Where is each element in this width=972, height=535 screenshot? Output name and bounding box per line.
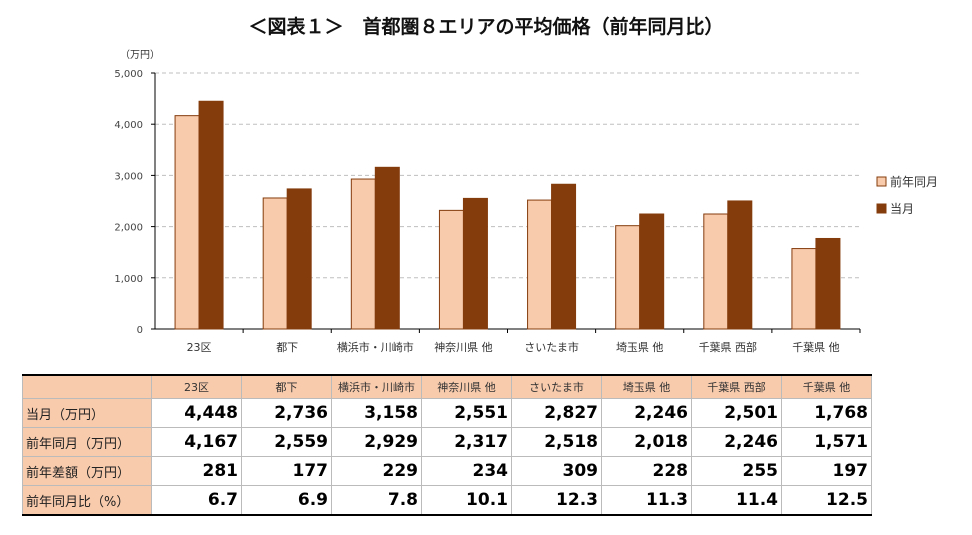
table-cell: 281: [151, 456, 242, 486]
table-cell: 234: [421, 456, 512, 486]
table-row: 前年差額（万円） 281 177 229 234 309 228 255 197: [22, 456, 872, 486]
table-cell: 197: [781, 456, 872, 486]
table-cell: 2,518: [511, 427, 602, 457]
bar-chart: 0 1,000 2,000 3,000 4,000 5,000 （万円） 23区 都下 横浜市・川…: [114, 49, 938, 354]
table-cell: 12.5: [781, 485, 872, 516]
bar-current: [198, 100, 224, 330]
bar-current: [639, 213, 665, 330]
y-tick-label: 5,000: [114, 69, 143, 80]
table-cell: 2,551: [421, 398, 512, 428]
table-cell: 255: [691, 456, 782, 486]
column-header: さいたま市: [511, 374, 602, 399]
bar-current: [286, 188, 312, 330]
y-tick-label: 1,000: [114, 274, 143, 285]
table-cell: 309: [511, 456, 602, 486]
table-cell: 2,317: [421, 427, 512, 457]
table-cell: 10.1: [421, 485, 512, 516]
y-tick-label: 0: [137, 325, 143, 336]
column-header: 23区: [151, 374, 242, 399]
table-cell: 229: [331, 456, 422, 486]
page-title: ＜図表１＞ 首都圏８エリアの平均価格（前年同月比）: [248, 16, 724, 38]
legend-label: 当月: [890, 202, 914, 216]
x-tick-label: 横浜市・川崎市: [337, 340, 414, 354]
table-cell: 1,571: [781, 427, 872, 457]
x-tick-label: 千葉県 他: [792, 340, 840, 354]
bar-current: [462, 197, 488, 330]
table-row: 前年同月比（%） 6.7 6.9 7.8 10.1 12.3 11.3 11.4 12.5: [22, 485, 872, 516]
x-tick-label: 都下: [276, 341, 298, 354]
bar-prev-year: [791, 248, 817, 330]
table-cell: 4,448: [151, 398, 242, 428]
table-cell: 4,167: [151, 427, 242, 457]
bar-current: [551, 183, 577, 330]
table-cell: 2,246: [691, 427, 782, 457]
y-tick-label: 4,000: [114, 120, 143, 131]
bar-prev-year: [350, 178, 376, 330]
row-label: 前年同月比（%）: [22, 485, 152, 516]
table-header-row: 23区 都下 横浜市・川崎市 神奈川県 他さいたま市 埼玉県 他千葉県 西部 千葉県 他: [22, 374, 872, 399]
table-cell: 228: [601, 456, 692, 486]
table-row: 当月（万円） 4,448 2,736 3,158 2,551 2,827 2,246 2,50…: [22, 398, 872, 428]
bar-prev-year: [174, 115, 200, 330]
y-tick-label: 3,000: [114, 171, 143, 182]
row-label: 前年差額（万円）: [22, 456, 152, 486]
x-tick-label: 神奈川県 他: [434, 340, 493, 354]
bar-prev-year: [262, 197, 288, 330]
column-header: 横浜市・川崎市: [331, 374, 422, 399]
column-header: 神奈川県 他: [421, 374, 512, 399]
x-tick-label: 千葉県 西部: [699, 340, 758, 354]
table-cell: 7.8: [331, 485, 422, 516]
legend-label: 前年同月: [890, 174, 938, 189]
table-cell: 2,018: [601, 427, 692, 457]
table-cell: 3,158: [331, 398, 422, 428]
legend-swatch: [876, 203, 887, 214]
column-header: 埼玉県 他: [601, 374, 692, 399]
y-axis-label: （万円）: [120, 49, 160, 61]
table-cell: 1,768: [781, 398, 872, 428]
x-tick-label: さいたま市: [524, 340, 579, 354]
column-header: 千葉県 他: [781, 374, 872, 399]
legend-swatch: [876, 176, 887, 187]
table-cell: 11.3: [601, 485, 692, 516]
table-cell: 2,929: [331, 427, 422, 457]
row-label: 前年同月（万円）: [22, 427, 152, 457]
column-header: 千葉県 西部: [691, 374, 782, 399]
table-cell: 2,827: [511, 398, 602, 428]
bar-prev-year: [615, 225, 641, 330]
table-cell: 11.4: [691, 485, 782, 516]
data-table: 23区 都下 横浜市・川崎市 神奈川県 他さいたま市 埼玉県 他千葉県 西部 千葉県 他当…: [22, 374, 872, 516]
x-tick-label: 埼玉県 他: [616, 340, 664, 354]
bar-prev-year: [527, 199, 553, 330]
table-cell: 6.9: [241, 485, 332, 516]
column-header: 都下: [241, 374, 332, 399]
table-cell: 2,559: [241, 427, 332, 457]
bar-current: [374, 166, 400, 330]
header-corner: [22, 374, 152, 399]
table-row: 前年同月（万円） 4,167 2,559 2,929 2,317 2,518 2,018 2,…: [22, 427, 872, 457]
table-cell: 177: [241, 456, 332, 486]
x-tick-label: 23区: [187, 341, 212, 354]
table-cell: 2,501: [691, 398, 782, 428]
table-cell: 2,246: [601, 398, 692, 428]
row-label: 当月（万円）: [22, 398, 152, 428]
table-cell: 12.3: [511, 485, 602, 516]
y-tick-label: 2,000: [114, 223, 143, 234]
table-cell: 6.7: [151, 485, 242, 516]
bar-current: [727, 200, 753, 330]
bar-prev-year: [438, 209, 464, 330]
bar-prev-year: [703, 213, 729, 330]
bar-current: [815, 237, 841, 330]
table-cell: 2,736: [241, 398, 332, 428]
